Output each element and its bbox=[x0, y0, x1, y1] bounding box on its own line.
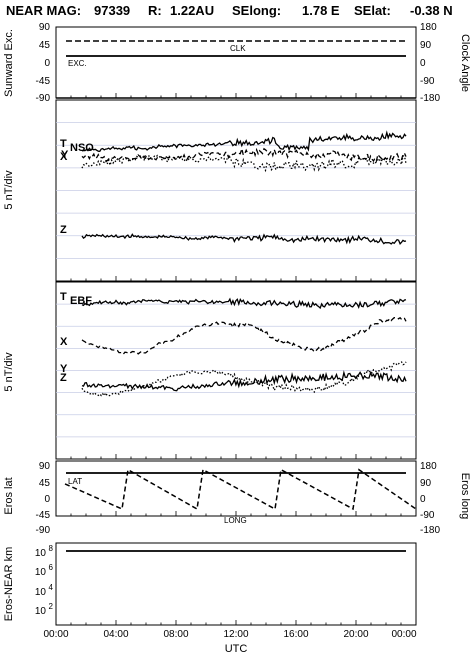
x-tick-0000: 00:00 bbox=[43, 629, 68, 640]
selong-value: 1.78 E bbox=[302, 3, 340, 18]
lat-tick-neg45: -45 bbox=[36, 510, 51, 521]
right-tick-0: 0 bbox=[420, 58, 426, 69]
selat-label: SElat: bbox=[354, 3, 391, 18]
range-label: R: bbox=[148, 3, 162, 18]
long-tick-0: 0 bbox=[420, 494, 426, 505]
distance-axis-label: Eros-NEAR km bbox=[3, 547, 15, 622]
left-tick-45: 45 bbox=[39, 40, 51, 51]
dist-tick-1e6-base: 10 bbox=[35, 567, 47, 578]
ebf-y-trace bbox=[81, 361, 407, 397]
right-tick-neg90: -90 bbox=[420, 76, 435, 87]
panel-distance: 10 8 10 6 10 4 10 2 Eros-NEAR km bbox=[3, 542, 417, 626]
nso-x-trace bbox=[81, 146, 407, 164]
x-tick-1600: 16:00 bbox=[283, 629, 308, 640]
eros-lat-axis-label: Eros lat bbox=[3, 477, 15, 514]
x-axis-label: UTC bbox=[225, 643, 248, 655]
sunward-axis-label: Sunward Exc. bbox=[3, 29, 15, 97]
ebf-t-label: T bbox=[60, 291, 67, 303]
long-tick-90: 90 bbox=[420, 478, 432, 489]
range-value: 1.22AU bbox=[170, 3, 214, 18]
lat-tick-neg90: -90 bbox=[36, 525, 51, 536]
figure-header: NEAR MAG: 97339 R: 1.22AU SElong: 1.78 E… bbox=[6, 3, 453, 18]
nso-x-label: X bbox=[60, 151, 68, 163]
panel-nso: T NSO X Y Z 5 nT/div bbox=[3, 99, 417, 282]
dist-tick-1e4-base: 10 bbox=[35, 587, 47, 598]
right-tick-90: 90 bbox=[420, 40, 432, 51]
exc-series-label: EXC. bbox=[68, 59, 87, 68]
ebf-axis-label: 5 nT/div bbox=[3, 352, 15, 392]
dist-tick-1e4-exp: 4 bbox=[49, 583, 54, 592]
selat-value: -0.38 N bbox=[410, 3, 453, 18]
x-tick-0000-end: 00:00 bbox=[391, 629, 416, 640]
instrument-label: NEAR MAG: bbox=[6, 3, 81, 18]
clock-axis-label: Clock Angle bbox=[459, 34, 471, 92]
nso-t-label: T bbox=[60, 138, 67, 150]
right-tick-180: 180 bbox=[420, 22, 437, 33]
lat-tick-45: 45 bbox=[39, 478, 51, 489]
nso-z-label: Z bbox=[60, 224, 67, 236]
dist-tick-1e8-exp: 8 bbox=[49, 544, 54, 553]
lat-tick-0: 0 bbox=[44, 494, 50, 505]
ebf-title: EBF bbox=[70, 295, 92, 307]
panel-eros-position: LAT LONG 90 45 0 -45 -90 180 90 0 -90 -1… bbox=[3, 460, 471, 536]
ebf-x-trace bbox=[81, 316, 407, 356]
ebf-t-trace bbox=[81, 297, 407, 310]
ebf-z-trace bbox=[81, 370, 407, 392]
panel-ebf: T EBF X Y Z 5 nT/div bbox=[3, 281, 417, 460]
nso-t-trace bbox=[81, 130, 407, 152]
long-series-label: LONG bbox=[224, 516, 247, 525]
left-tick-neg90: -90 bbox=[36, 93, 51, 104]
long-tick-180: 180 bbox=[420, 461, 437, 472]
x-axis: 00:00 04:00 08:00 12:00 16:00 20:00 00:0… bbox=[43, 93, 417, 655]
panel-frame bbox=[55, 26, 417, 99]
ebf-x-label: X bbox=[60, 336, 68, 348]
nso-z-trace bbox=[81, 233, 407, 245]
nso-axis-label: 5 nT/div bbox=[3, 170, 15, 210]
x-tick-0800: 08:00 bbox=[163, 629, 188, 640]
ebf-y-label: Y bbox=[60, 363, 68, 375]
dist-tick-1e2-base: 10 bbox=[35, 606, 47, 617]
x-tick-0400: 04:00 bbox=[103, 629, 128, 640]
long-tick-neg90: -90 bbox=[420, 510, 435, 521]
eros-long-axis-label: Eros long bbox=[459, 473, 471, 519]
x-tick-1200: 12:00 bbox=[223, 629, 248, 640]
nso-y-trace bbox=[81, 154, 407, 173]
eros-long-line bbox=[64, 468, 417, 511]
panel-sunward-clock: CLK EXC. 90 45 0 -45 -90 180 90 0 -90 -1… bbox=[3, 22, 471, 104]
dist-tick-1e8-base: 10 bbox=[35, 548, 47, 559]
dist-tick-1e2-exp: 2 bbox=[49, 602, 54, 611]
long-tick-neg180: -180 bbox=[420, 525, 440, 536]
right-tick-neg180: -180 bbox=[420, 93, 440, 104]
clk-series-label: CLK bbox=[230, 44, 246, 53]
left-tick-neg45: -45 bbox=[36, 76, 51, 87]
nso-y-label: Y bbox=[61, 149, 69, 161]
lat-series-label: LAT bbox=[68, 477, 82, 486]
panel-frame bbox=[55, 542, 417, 626]
x-tick-2000: 20:00 bbox=[343, 629, 368, 640]
lat-tick-90: 90 bbox=[39, 461, 51, 472]
selong-label: SElong: bbox=[232, 3, 281, 18]
ebf-z-label: Z bbox=[60, 372, 67, 384]
nso-title: NSO bbox=[70, 142, 94, 154]
dist-tick-1e6-exp: 6 bbox=[49, 563, 54, 572]
left-tick-90: 90 bbox=[39, 22, 51, 33]
day-of-year: 97339 bbox=[94, 3, 130, 18]
left-tick-0: 0 bbox=[44, 58, 50, 69]
